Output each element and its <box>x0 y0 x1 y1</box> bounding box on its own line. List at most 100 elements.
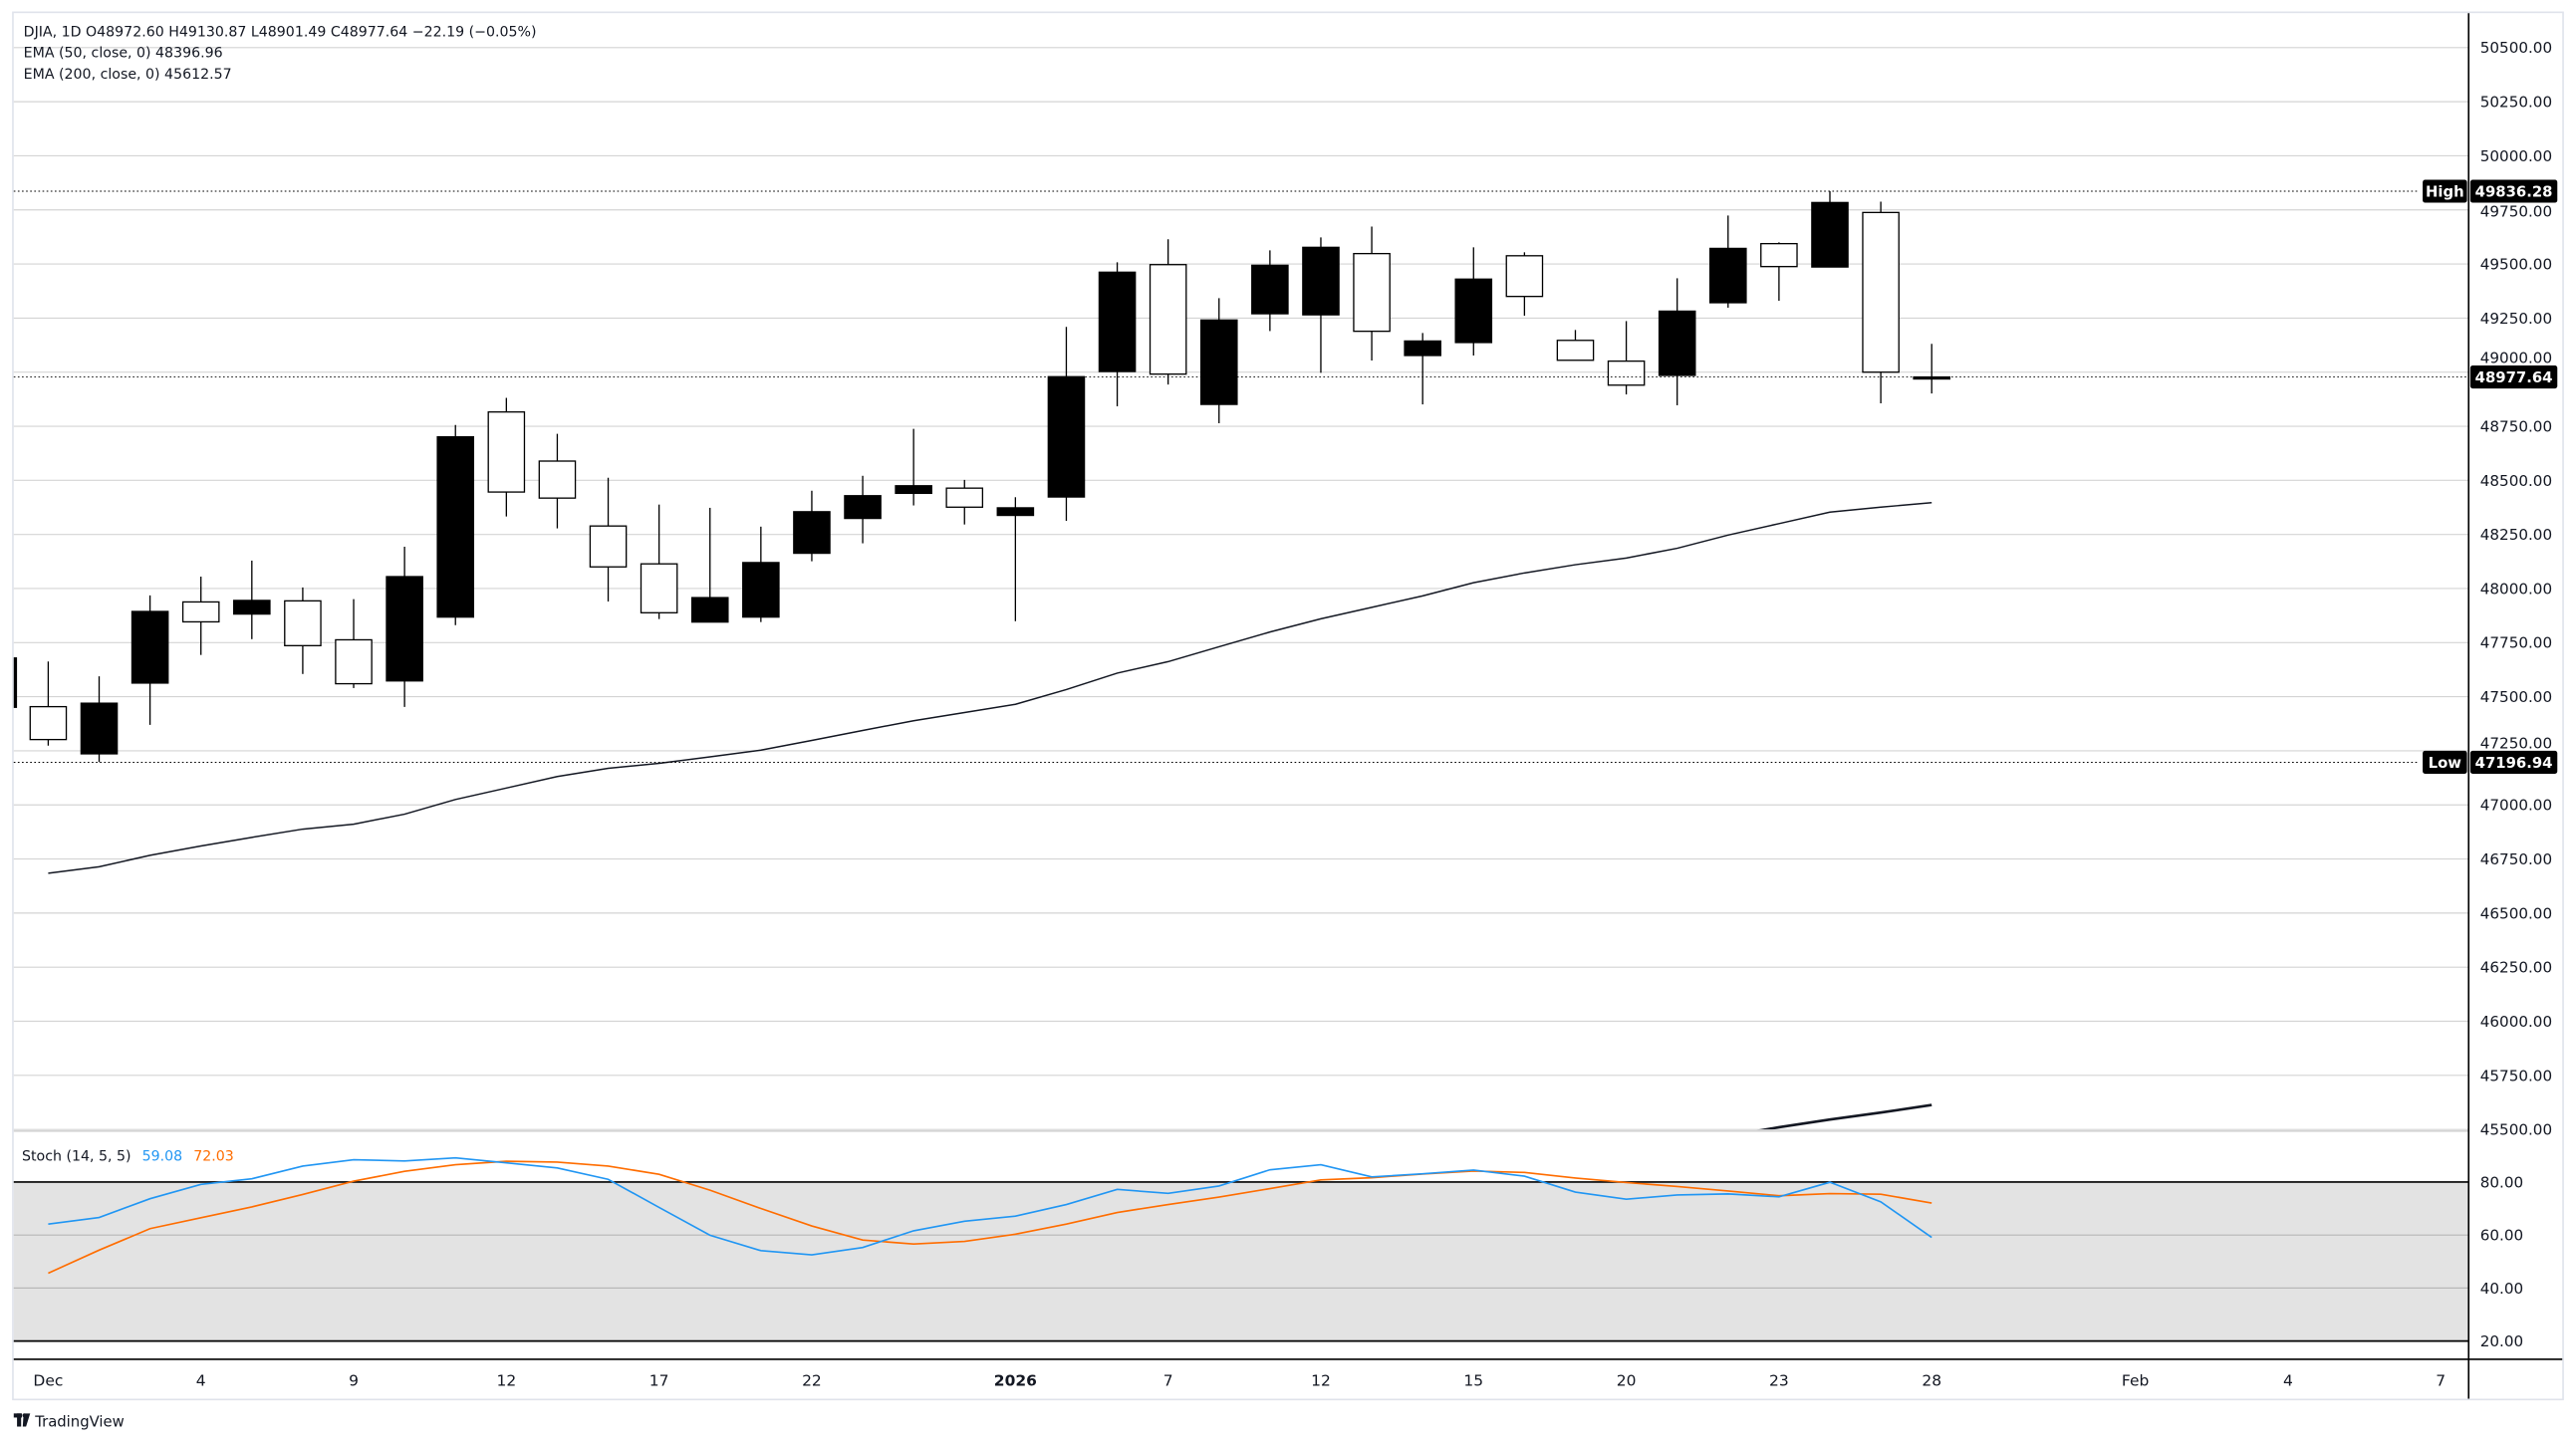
high-marker-value-box <box>2469 179 2558 203</box>
candle-body <box>130 610 169 684</box>
tradingview-logo[interactable]: TradingView <box>13 1413 125 1431</box>
candle-partial[interactable] <box>10 657 18 708</box>
price-tick-label: 49250.00 <box>2480 310 2552 328</box>
candle[interactable] <box>1760 242 1798 302</box>
candle-body <box>1047 375 1086 498</box>
price-tick-label: 46500.00 <box>2480 904 2552 922</box>
candle-body <box>436 436 475 618</box>
candle-body <box>284 600 322 646</box>
candle[interactable] <box>1302 237 1340 373</box>
candle[interactable] <box>1149 239 1187 385</box>
candle-body <box>1505 255 1544 298</box>
candle[interactable] <box>640 504 678 619</box>
candle-body <box>1556 340 1595 361</box>
candle[interactable] <box>1098 262 1137 407</box>
candle-body <box>1149 264 1187 375</box>
price-tick-label: 46000.00 <box>2480 1013 2552 1031</box>
candle[interactable] <box>1607 321 1646 395</box>
time-tick-label: 9 <box>349 1371 359 1389</box>
stoch-tick-label: 80.00 <box>2480 1173 2523 1191</box>
candle[interactable] <box>895 428 932 506</box>
legend-ema50: EMA (50, close, 0) 48396.96 <box>24 46 223 62</box>
stoch-pane[interactable] <box>13 1156 2469 1342</box>
time-tick-label: 12 <box>496 1371 516 1389</box>
candle-body <box>1708 247 1747 304</box>
price-tick-label: 46250.00 <box>2480 959 2552 977</box>
candle[interactable] <box>538 433 577 529</box>
candle-body <box>996 507 1035 517</box>
high-marker-label: High <box>2426 183 2464 200</box>
candle-body <box>1251 264 1289 315</box>
candle[interactable] <box>335 599 373 688</box>
candle[interactable] <box>80 676 119 763</box>
candle[interactable] <box>793 490 831 562</box>
candle[interactable] <box>1708 215 1747 308</box>
candle[interactable] <box>487 397 526 517</box>
stoch-label: Stoch (14, 5, 5) <box>22 1148 131 1164</box>
candles[interactable] <box>10 191 1950 763</box>
ema200-line <box>1758 1103 1932 1130</box>
candle[interactable] <box>1454 247 1493 356</box>
candle[interactable] <box>1404 333 1441 405</box>
time-tick-label: 12 <box>1311 1371 1331 1389</box>
candle-body <box>181 601 220 623</box>
candle[interactable] <box>742 526 780 622</box>
tradingview-logo-icon <box>13 1413 31 1427</box>
candle-body <box>538 460 577 499</box>
price-tick-label: 49500.00 <box>2480 256 2552 274</box>
candle-body <box>1454 278 1493 344</box>
time-tick-label: 22 <box>802 1371 822 1389</box>
price-grid <box>13 47 2469 1130</box>
stoch-tick-label: 20.00 <box>2480 1332 2523 1350</box>
candle-body <box>1658 310 1696 376</box>
time-tick-label: 4 <box>196 1371 206 1389</box>
candle[interactable] <box>1658 278 1696 405</box>
price-tick-label: 47500.00 <box>2480 688 2552 706</box>
candle[interactable] <box>1811 191 1849 268</box>
candle[interactable] <box>589 477 628 602</box>
price-axis[interactable]: 50500.00 50250.00 50000.00 49750.00 49500.00… <box>2480 39 2552 1138</box>
candle-body <box>1302 246 1340 316</box>
candle-body <box>945 487 984 508</box>
candle[interactable] <box>844 475 882 544</box>
last-price-marker-value-box <box>2469 365 2558 389</box>
candle[interactable] <box>996 497 1035 621</box>
candle[interactable] <box>284 587 322 674</box>
candle[interactable] <box>130 595 169 725</box>
stoch-axis[interactable]: 80.00 60.00 40.00 20.00 <box>2480 1173 2523 1350</box>
time-tick-label: 4 <box>2283 1371 2293 1389</box>
candle-body <box>1353 252 1391 333</box>
stoch-d-value: 72.03 <box>193 1148 234 1164</box>
time-tick-label: 23 <box>1769 1371 1789 1389</box>
legend-ema200: EMA (200, close, 0) 45612.57 <box>24 67 232 83</box>
candle[interactable] <box>1251 250 1289 332</box>
candle[interactable] <box>1556 330 1595 361</box>
candle[interactable] <box>1505 252 1544 316</box>
candle-body <box>233 600 271 615</box>
candle-body <box>690 597 729 623</box>
candle[interactable] <box>945 479 984 525</box>
legend-main: DJIA, 1D O48972.60 H49130.87 L48901.49 C… <box>24 24 537 40</box>
candle[interactable] <box>29 661 68 746</box>
candle[interactable] <box>1047 327 1086 521</box>
low-marker-label-box <box>2423 750 2467 774</box>
candle[interactable] <box>436 424 475 625</box>
candle-body <box>742 562 780 618</box>
candle[interactable] <box>1862 201 1900 403</box>
time-axis[interactable]: Dec 4 9 12 17 22 2026 7 12 15 20 23 28 Feb 4 7 <box>33 1371 2446 1389</box>
price-tick-label: 49000.00 <box>2480 349 2552 366</box>
stoch-tick-label: 40.00 <box>2480 1280 2523 1298</box>
candle[interactable] <box>181 577 220 655</box>
candle-body <box>895 485 932 495</box>
stoch-k-value: 59.08 <box>142 1148 183 1164</box>
candle[interactable] <box>386 547 423 707</box>
time-tick-label: 17 <box>649 1371 669 1389</box>
stoch-tick-label: 60.00 <box>2480 1227 2523 1245</box>
candle[interactable] <box>690 507 729 623</box>
price-tick-label: 48000.00 <box>2480 580 2552 598</box>
candle-body <box>80 702 119 755</box>
candle[interactable] <box>1199 298 1238 423</box>
candle[interactable] <box>233 560 271 639</box>
candle[interactable] <box>1353 226 1391 361</box>
